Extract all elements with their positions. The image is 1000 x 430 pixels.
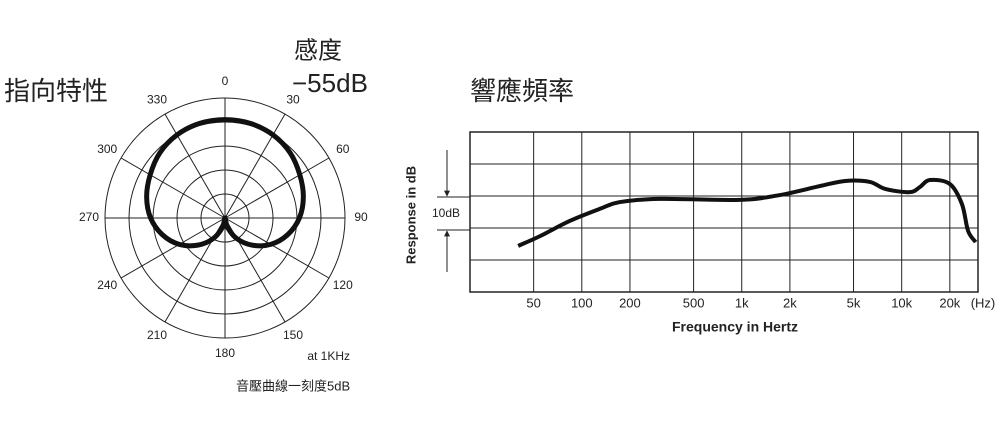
response-title: 響應頻率: [470, 76, 574, 106]
x-tick-label: 100: [571, 295, 593, 310]
spoke: [224, 217, 330, 279]
angle-label: 180: [215, 346, 235, 360]
x-tick-label: 10k: [891, 295, 912, 310]
angle-label: 210: [147, 328, 167, 342]
angle-label: 60: [336, 142, 350, 156]
spoke: [164, 113, 226, 219]
y-axis-label: Response in dB: [403, 166, 418, 264]
x-tick-label: 20k: [939, 295, 960, 310]
angle-label: 270: [79, 210, 99, 224]
polar-title: 指向特性: [4, 76, 108, 106]
x-tick-label: 200: [619, 295, 641, 310]
angle-label: 0: [222, 74, 229, 88]
angle-label: 300: [97, 142, 117, 156]
x-tick-label: 500: [683, 295, 705, 310]
sensitivity-value: −55dB: [292, 68, 368, 98]
x-axis-label: Frequency in Hertz: [672, 319, 798, 335]
angle-label: 30: [286, 92, 300, 106]
scale-note: 音壓曲線一刻度5dB: [236, 378, 350, 393]
sensitivity-label: 感度: [294, 37, 342, 64]
x-tick-label: 5k: [847, 295, 861, 310]
scale-label: 10dB: [432, 206, 460, 220]
angle-label: 120: [333, 278, 353, 292]
scale-label-bg: [428, 206, 466, 222]
x-unit: (Hz): [971, 295, 996, 310]
spoke: [120, 157, 226, 219]
x-tick-label: 2k: [783, 295, 797, 310]
spoke: [120, 217, 226, 279]
frequency-note: at 1KHz: [307, 349, 350, 363]
x-tick-label: 50: [526, 295, 540, 310]
response-curve: [517, 177, 978, 248]
angle-label: 90: [354, 210, 368, 224]
angle-label: 330: [147, 92, 167, 106]
x-tick-label: 1k: [735, 295, 749, 310]
spoke: [224, 157, 330, 219]
angle-label: 240: [97, 278, 117, 292]
angle-label: 150: [283, 328, 303, 342]
spoke: [224, 113, 286, 219]
polar-curve: [144, 117, 306, 249]
